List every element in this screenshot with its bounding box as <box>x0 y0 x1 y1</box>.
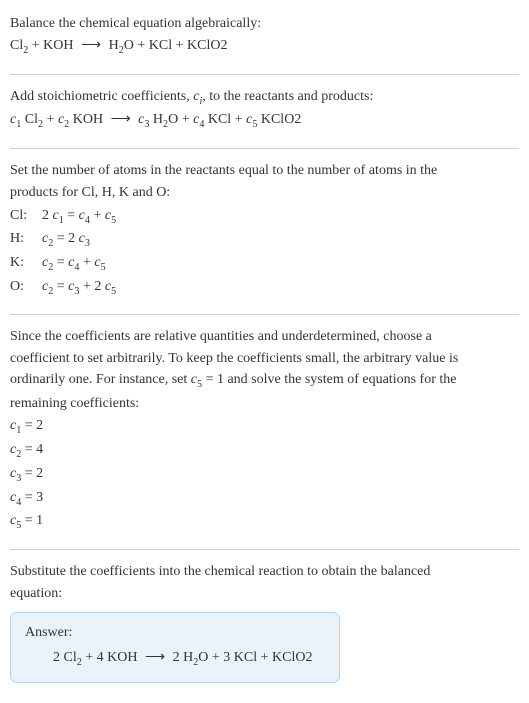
atom-eq: c2 = 2 c3 <box>42 228 122 252</box>
atom-label: K: <box>10 252 42 276</box>
eq-frag: + <box>90 208 105 223</box>
answer-label: Answer: <box>25 623 325 643</box>
assign-row: c1 = 2 <box>10 416 519 438</box>
solve-p3: ordinarily one. For instance, set c5 = 1… <box>10 370 519 392</box>
eq-frag: Cl <box>10 38 23 53</box>
eq-frag: KClO2 <box>257 112 301 127</box>
table-row: Cl: 2 c1 = c4 + c5 <box>10 205 122 229</box>
coef-sub: 3 <box>85 238 90 249</box>
eq-frag: + 2 <box>79 279 104 294</box>
assign-row: c3 = 2 <box>10 464 519 486</box>
arrow-icon: ⟶ <box>107 112 139 127</box>
eq-frag: = 2 <box>53 231 78 246</box>
section-answer: Substitute the coefficients into the che… <box>10 554 519 693</box>
assign-val: = 2 <box>21 466 43 481</box>
table-row: H: c2 = 2 c3 <box>10 228 122 252</box>
section-intro: Balance the chemical equation algebraica… <box>10 6 519 70</box>
eq-frag: + <box>43 112 58 127</box>
assign-val: = 2 <box>21 418 43 433</box>
arrow-icon: ⟶ <box>77 38 105 53</box>
assign-val: = 3 <box>21 490 43 505</box>
equation-with-coeffs: c1 Cl2 + c2 KOH ⟶ c3 H2O + c4 KCl + c5 K… <box>10 110 519 132</box>
eq-frag: O + 3 KCl + KClO2 <box>198 650 312 665</box>
stoich-intro: Add stoichiometric coefficients, ci, to … <box>10 87 519 109</box>
atoms-intro-2: products for Cl, H, K and O: <box>10 183 519 203</box>
eq-frag: = <box>53 279 68 294</box>
atom-label: H: <box>10 228 42 252</box>
atom-eq: c2 = c4 + c5 <box>42 252 122 276</box>
eq-frag: + 4 KOH <box>82 650 141 665</box>
equation-unbalanced: Cl2 + KOH ⟶ H2O + KCl + KClO2 <box>10 36 519 58</box>
atom-label: Cl: <box>10 205 42 229</box>
atom-label: O: <box>10 276 42 300</box>
eq-frag: H <box>149 112 163 127</box>
eq-frag: = <box>53 255 68 270</box>
assign-row: c5 = 1 <box>10 511 519 533</box>
section-solve: Since the coefficients are relative quan… <box>10 319 519 545</box>
solve-p1: Since the coefficients are relative quan… <box>10 327 519 347</box>
eq-frag: + KOH <box>28 38 77 53</box>
eq-frag: Cl <box>21 112 38 127</box>
eq-frag: KOH <box>69 112 106 127</box>
eq-frag: 2 Cl <box>53 650 77 665</box>
eq-frag: KCl + <box>204 112 246 127</box>
table-row: O: c2 = c3 + 2 c5 <box>10 276 122 300</box>
section-stoich: Add stoichiometric coefficients, ci, to … <box>10 79 519 145</box>
intro-text: Balance the chemical equation algebraica… <box>10 14 519 34</box>
assign-val: = 1 <box>21 513 43 528</box>
coef-sub: 5 <box>101 262 106 273</box>
answer-box: Answer: 2 Cl2 + 4 KOH ⟶ 2 H2O + 3 KCl + … <box>10 612 340 684</box>
text-frag: = 1 and solve the system of equations fo… <box>202 372 456 387</box>
assign-val: = 4 <box>21 442 43 457</box>
table-row: K: c2 = c4 + c5 <box>10 252 122 276</box>
eq-frag: O + <box>168 112 193 127</box>
answer-intro-1: Substitute the coefficients into the che… <box>10 562 519 582</box>
answer-intro-2: equation: <box>10 584 519 604</box>
assign-row: c2 = 4 <box>10 440 519 462</box>
section-atoms: Set the number of atoms in the reactants… <box>10 153 519 310</box>
divider <box>10 74 519 75</box>
eq-frag: H <box>105 38 119 53</box>
arrow-icon: ⟶ <box>141 650 169 665</box>
text-frag: , to the reactants and products: <box>202 89 373 104</box>
atom-eq: c2 = c3 + 2 c5 <box>42 276 122 300</box>
divider <box>10 549 519 550</box>
eq-frag: + <box>79 255 94 270</box>
eq-frag: 2 <box>42 208 53 223</box>
text-frag: ordinarily one. For instance, set <box>10 372 191 387</box>
eq-frag: = <box>64 208 79 223</box>
coef-sub: 5 <box>111 214 116 225</box>
eq-frag: 2 H <box>169 650 193 665</box>
divider <box>10 314 519 315</box>
atom-equations-table: Cl: 2 c1 = c4 + c5 H: c2 = 2 c3 K: c2 = … <box>10 205 122 301</box>
page-container: Balance the chemical equation algebraica… <box>0 0 529 703</box>
solve-p2: coefficient to set arbitrarily. To keep … <box>10 349 519 369</box>
assign-row: c4 = 3 <box>10 488 519 510</box>
text-frag: Add stoichiometric coefficients, <box>10 89 193 104</box>
solve-p4: remaining coefficients: <box>10 394 519 414</box>
atoms-intro-1: Set the number of atoms in the reactants… <box>10 161 519 181</box>
divider <box>10 148 519 149</box>
atom-eq: 2 c1 = c4 + c5 <box>42 205 122 229</box>
answer-equation: 2 Cl2 + 4 KOH ⟶ 2 H2O + 3 KCl + KClO2 <box>25 648 325 670</box>
eq-frag: O + KCl + KClO2 <box>124 38 228 53</box>
coef-sub: 5 <box>111 286 116 297</box>
